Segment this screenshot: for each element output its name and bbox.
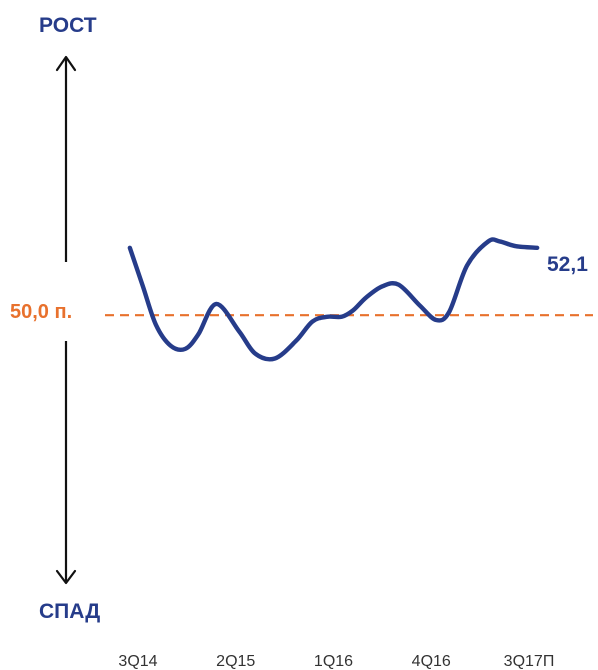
x-tick-label: 2Q15 (216, 653, 255, 670)
x-tick-label: 4Q16 (412, 653, 451, 670)
x-tick-label: 3Q17П (504, 653, 555, 670)
axis-arrows (55, 55, 77, 585)
growth-label: РОСТ (39, 14, 97, 37)
arrow-up-icon (55, 55, 77, 72)
x-axis-ticks: 3Q14 2Q15 1Q16 4Q16 3Q17П (118, 653, 554, 670)
arrow-down-icon (55, 569, 77, 585)
threshold-label: 50,0 п. (10, 301, 72, 323)
decline-label: СПАД (39, 600, 100, 623)
x-tick-label: 3Q14 (118, 653, 157, 670)
x-tick-label: 1Q16 (314, 653, 353, 670)
series-line (127, 237, 540, 362)
end-value-label: 52,1 (547, 253, 588, 276)
